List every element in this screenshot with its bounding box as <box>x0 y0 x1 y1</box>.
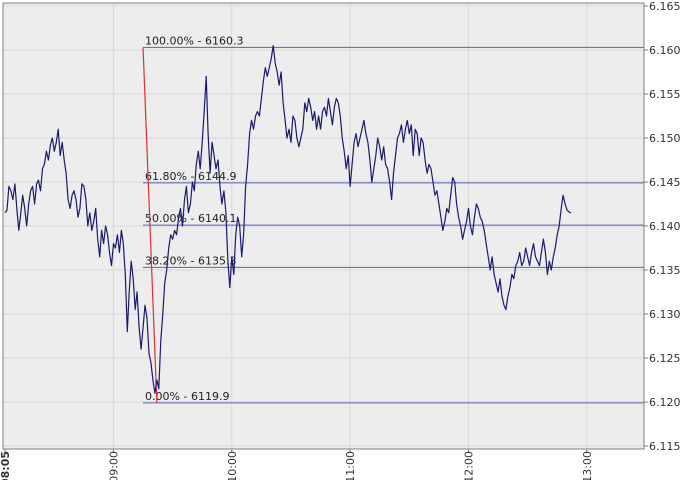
series-layer <box>4 45 572 394</box>
fib-level-label: 0.00% - 6119.9 <box>145 390 229 403</box>
x-tick-label: 12:00 <box>462 451 475 480</box>
y-tick-label: 6.120 <box>649 396 681 409</box>
fib-level-label: 50.00% - 6140.1 <box>145 212 236 225</box>
x-tick-label: 09:00 <box>107 451 120 480</box>
fib-level-label: 100.00% - 6160.3 <box>145 34 243 47</box>
y-tick-label: 6.115 <box>649 440 681 453</box>
y-tick-label: 6.140 <box>649 220 681 233</box>
x-axis: 08:05 09:00 10:00 11:00 12:00 13:00 <box>0 449 594 484</box>
trend-line-layer <box>142 47 158 403</box>
y-tick-label: 6.130 <box>649 308 681 321</box>
fib-level-label: 38.20% - 6135.3 <box>145 254 236 267</box>
y-axis: 6.165 6.160 6.155 6.150 6.145 6.140 6.135 6.130… <box>644 0 681 453</box>
x-tick-label: 08:05 <box>0 451 12 480</box>
y-tick-label: 6.145 <box>649 176 681 189</box>
y-tick-label: 6.125 <box>649 352 681 365</box>
x-tick-label: 10:00 <box>226 451 239 480</box>
y-tick-label: 6.150 <box>649 132 681 145</box>
fib-level-label: 61.80% - 6144.9 <box>145 170 236 183</box>
y-tick-label: 6.160 <box>649 44 681 57</box>
y-tick-label: 6.135 <box>649 264 681 277</box>
grid-layer <box>3 3 644 449</box>
x-tick-label: 13:00 <box>581 451 594 480</box>
trend-line <box>142 47 158 403</box>
price-series-line <box>4 45 572 394</box>
y-tick-label: 6.165 <box>649 0 681 13</box>
y-tick-label: 6.155 <box>649 88 681 101</box>
x-tick-label: 11:00 <box>344 451 357 480</box>
